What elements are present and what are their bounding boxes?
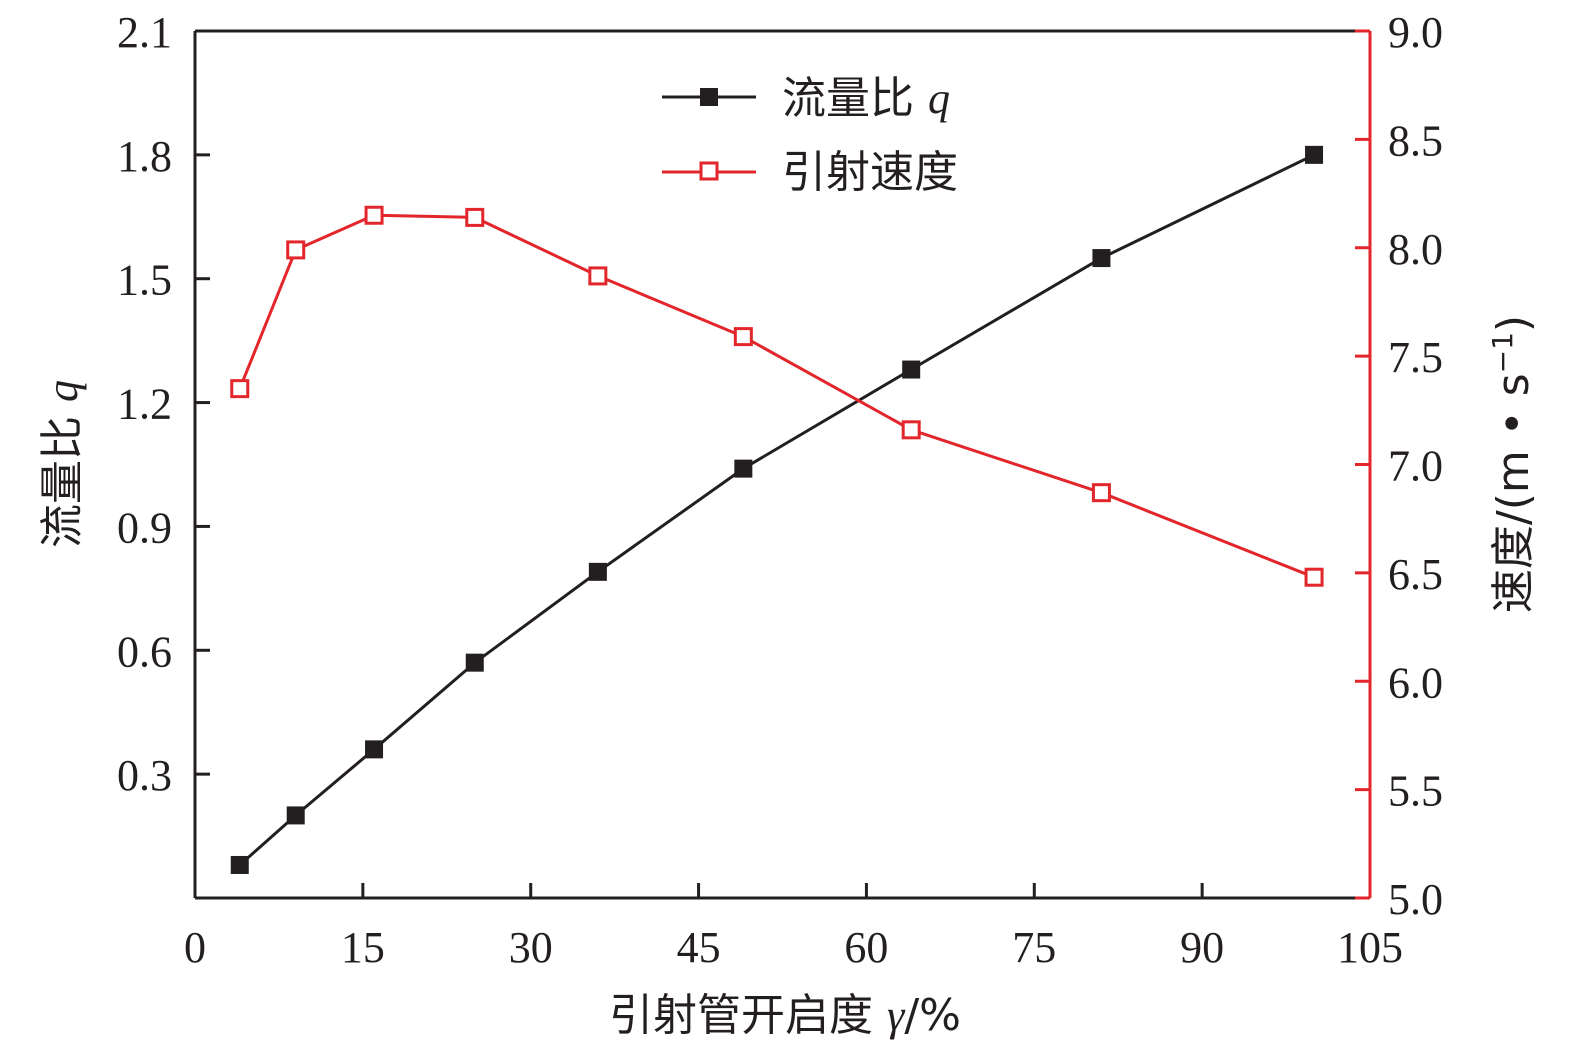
left-y-tick-label: 0.6 (117, 627, 172, 676)
right-y-tick-label: 5.5 (1388, 767, 1443, 816)
x-tick-label: 60 (844, 923, 888, 972)
legend-label-flow-ratio: 流量比 q (782, 73, 950, 124)
right-y-tick-label: 8.0 (1388, 225, 1443, 274)
x-tick-label: 105 (1337, 923, 1403, 972)
ejection-velocity-point (733, 327, 753, 347)
right-y-tick-label: 9.0 (1388, 8, 1443, 57)
flow-ratio-line (238, 153, 1315, 867)
x-axis-title: 引射管开启度 γ/% (609, 990, 961, 1041)
ejection-velocity-point (1304, 567, 1324, 587)
left-y-tick-label: 1.5 (117, 256, 172, 305)
x-tick-label: 30 (509, 923, 553, 972)
right-y-tick-label: 7.5 (1388, 333, 1443, 382)
flow-ratio-point (588, 562, 607, 581)
ejection-velocity-point (901, 420, 921, 440)
left-y-tick-label: 1.2 (117, 380, 172, 429)
flow-ratio-point (1305, 145, 1324, 164)
x-tick-label: 0 (184, 923, 206, 972)
ejection-velocity-point (230, 379, 250, 399)
ejection-velocity-point (465, 207, 485, 227)
left-y-tick-label: 2.1 (117, 8, 172, 57)
x-tick-label: 90 (1180, 923, 1224, 972)
series-lines (238, 153, 1315, 867)
flow-ratio-point (465, 653, 484, 672)
right-y-tick-label: 5.0 (1388, 875, 1443, 924)
left-y-axis-title: 流量比 q (37, 380, 88, 548)
ejection-velocity-point (364, 205, 384, 225)
x-tick-label: 45 (677, 923, 721, 972)
ejection-velocity-point (588, 266, 608, 286)
right-y-tick-label: 6.5 (1388, 550, 1443, 599)
ejection-velocity-line (238, 213, 1315, 579)
flow-ratio-point (286, 806, 305, 825)
right-y-tick-label: 8.5 (1388, 116, 1443, 165)
flow-ratio-point (1092, 249, 1111, 268)
legend-marker-flow-ratio (700, 88, 718, 106)
left-y-tick-label: 0.9 (117, 503, 172, 552)
right-y-axis-title: 速度/(m • s−1) (1486, 315, 1540, 613)
left-y-axis: 0.3 0.6 0.9 1.2 1.5 1.8 2.1 (117, 8, 210, 800)
ejection-velocity-point (1091, 483, 1111, 503)
legend: 流量比 q 引射速度 (662, 73, 958, 198)
x-axis: 0 15 30 45 60 75 90 105 (184, 883, 1403, 972)
legend-label-ejection-velocity: 引射速度 (782, 147, 958, 198)
x-tick-label: 15 (341, 923, 385, 972)
flow-ratio-point (734, 459, 753, 478)
series-markers (230, 145, 1324, 874)
left-y-tick-label: 0.3 (117, 751, 172, 800)
ejection-velocity-point (286, 240, 306, 260)
right-y-tick-label: 6.0 (1388, 658, 1443, 707)
legend-marker-ejection-velocity (699, 161, 719, 181)
plot-frame (193, 29, 1372, 900)
left-y-tick-label: 1.8 (117, 132, 172, 181)
flow-ratio-point (902, 360, 921, 379)
flow-ratio-point (230, 855, 249, 874)
right-y-axis: 5.0 5.5 6.0 6.5 7.0 7.5 8.0 8.5 9.0 (1355, 8, 1443, 924)
right-y-tick-label: 7.0 (1388, 442, 1443, 491)
flow-ratio-point (365, 740, 384, 759)
x-tick-label: 75 (1012, 923, 1056, 972)
